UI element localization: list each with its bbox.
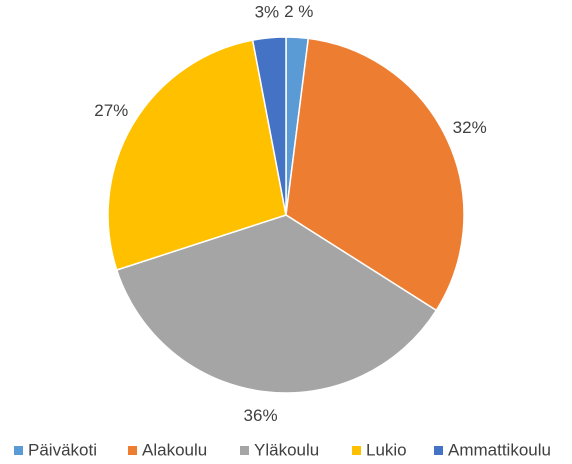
pie-slice xyxy=(107,39,287,271)
legend-marker xyxy=(434,446,443,455)
data-label: 2 % xyxy=(284,2,313,21)
legend-marker xyxy=(240,446,249,455)
legend-label: Lukio xyxy=(366,440,407,459)
pie-slice xyxy=(115,214,438,394)
legend-label: Ammattikoulu xyxy=(448,440,551,459)
data-label: 3% xyxy=(255,2,280,21)
data-label: 36% xyxy=(244,406,278,425)
legend-marker xyxy=(352,446,361,455)
legend-marker xyxy=(128,446,137,455)
legend-marker xyxy=(14,446,23,455)
legend-label: Päiväkoti xyxy=(28,440,97,459)
legend-label: Yläkoulu xyxy=(254,440,319,459)
data-label: 27% xyxy=(94,101,128,120)
data-label: 32% xyxy=(453,118,487,137)
pie-slice xyxy=(251,36,287,216)
legend-label: Alakoulu xyxy=(142,440,207,459)
